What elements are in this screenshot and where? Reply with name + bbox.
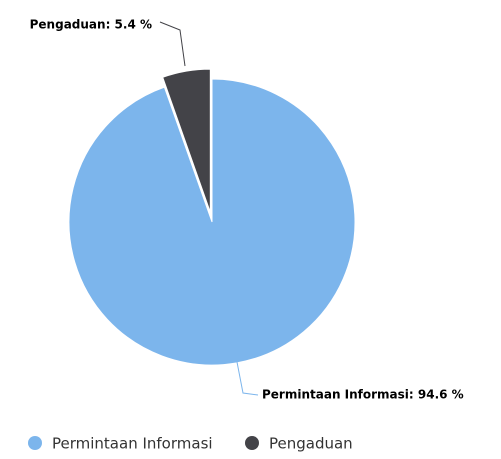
- legend-marker[interactable]: [245, 436, 259, 450]
- label-connector: [236, 361, 259, 396]
- label-connector: [159, 21, 186, 67]
- data-label: Permintaan Informasi: 94.6 %: [262, 388, 464, 402]
- pie-slice[interactable]: [68, 78, 356, 366]
- data-label: Pengaduan: 5.4 %: [30, 18, 152, 32]
- legend-label[interactable]: Permintaan Informasi: [52, 435, 213, 453]
- pie-slice[interactable]: [162, 68, 211, 213]
- legend-label[interactable]: Pengaduan: [269, 435, 353, 453]
- legend-marker[interactable]: [28, 436, 42, 450]
